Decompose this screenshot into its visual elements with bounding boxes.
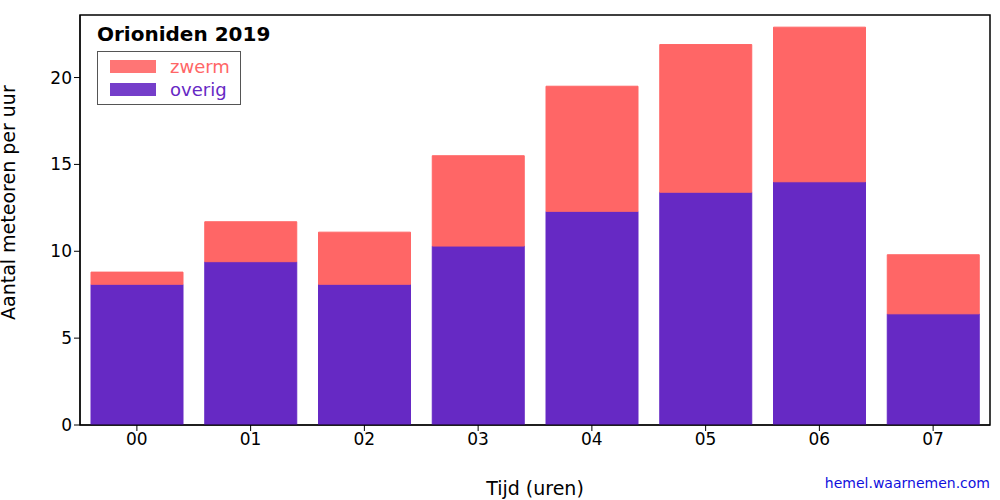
- svg-text:0: 0: [61, 415, 72, 435]
- html-text:hemel.waarnemen.com: hemel.waarnemen.com: [824, 475, 990, 491]
- html-text:zwerm: zwerm: [170, 56, 230, 77]
- svg-text:20: 20: [50, 68, 72, 88]
- svg-text:15: 15: [50, 154, 72, 174]
- svg-text:00: 00: [126, 429, 148, 449]
- svg-text:06: 06: [809, 429, 831, 449]
- svg-text:04: 04: [581, 429, 603, 449]
- svg-text:02: 02: [354, 429, 376, 449]
- html-text:overig: overig: [170, 79, 227, 100]
- html-text:Orioniden 2019: Orioniden 2019: [97, 22, 271, 46]
- svg-text:Tijd (uren): Tijd (uren): [485, 477, 584, 499]
- svg-text:5: 5: [61, 328, 72, 348]
- svg-text:01: 01: [240, 429, 262, 449]
- svg-text:05: 05: [695, 429, 717, 449]
- svg-text:Aantal meteoren per uur: Aantal meteoren per uur: [8, 85, 19, 320]
- svg-text:10: 10: [50, 241, 72, 261]
- svg-text:03: 03: [467, 429, 489, 449]
- svg-text:07: 07: [922, 429, 944, 449]
